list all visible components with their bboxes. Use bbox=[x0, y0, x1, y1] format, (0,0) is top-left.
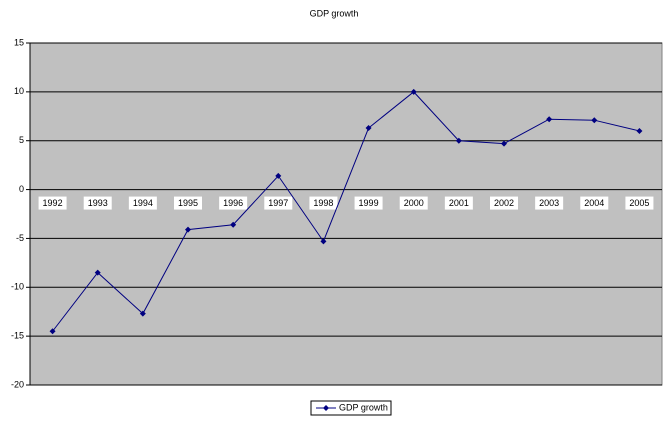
x-tick-label: 1997 bbox=[268, 198, 288, 208]
data-point bbox=[455, 137, 462, 144]
x-label-box bbox=[580, 196, 609, 210]
legend-marker bbox=[323, 405, 329, 411]
y-tick-label: 15 bbox=[14, 37, 24, 47]
x-tick-label: 1992 bbox=[43, 198, 63, 208]
data-point bbox=[185, 226, 191, 233]
x-tick-label: 2005 bbox=[629, 198, 649, 208]
y-tick-label: -15 bbox=[11, 331, 24, 341]
chart-title: GDP growth bbox=[310, 8, 359, 18]
x-label-box bbox=[83, 196, 112, 210]
series-line bbox=[52, 91, 640, 332]
x-tick-label: 1996 bbox=[223, 198, 243, 208]
x-label-box bbox=[399, 196, 428, 210]
x-tick-label: 2004 bbox=[584, 198, 604, 208]
x-label-box bbox=[490, 196, 518, 210]
data-point bbox=[94, 269, 101, 276]
x-label-box bbox=[128, 196, 157, 210]
x-tick-label: 2000 bbox=[404, 198, 424, 208]
x-label-box bbox=[174, 196, 202, 210]
x-tick-label: 1998 bbox=[313, 198, 333, 208]
data-point bbox=[320, 238, 327, 245]
x-tick-label: 1999 bbox=[359, 198, 379, 208]
data-point bbox=[275, 172, 282, 179]
x-label-box bbox=[38, 196, 67, 210]
data-point bbox=[546, 116, 553, 123]
x-label-box bbox=[264, 196, 293, 210]
x-label-box bbox=[309, 196, 338, 210]
data-point bbox=[501, 140, 507, 147]
legend-label: GDP growth bbox=[339, 402, 388, 412]
data-point bbox=[365, 125, 372, 132]
x-tick-label: 2001 bbox=[449, 198, 469, 208]
x-label-box bbox=[354, 196, 383, 210]
x-tick-label: 2002 bbox=[494, 198, 514, 208]
x-label-box bbox=[219, 196, 248, 210]
plot-area bbox=[29, 42, 663, 386]
data-point bbox=[410, 88, 417, 95]
y-tick-label: 5 bbox=[19, 135, 24, 145]
y-tick-label: 10 bbox=[14, 86, 24, 96]
y-tick-label: -10 bbox=[11, 282, 24, 292]
data-point bbox=[230, 221, 237, 228]
data-point bbox=[591, 117, 598, 124]
y-tick-label: 0 bbox=[19, 184, 24, 194]
data-point bbox=[636, 127, 643, 134]
x-label-box bbox=[625, 196, 654, 210]
x-tick-label: 1994 bbox=[133, 198, 153, 208]
x-tick-label: 1993 bbox=[88, 198, 108, 208]
x-label-box bbox=[444, 196, 473, 210]
x-tick-label: 2003 bbox=[539, 198, 559, 208]
x-label-box bbox=[535, 196, 564, 210]
y-tick-label: -20 bbox=[11, 379, 24, 389]
data-point bbox=[139, 310, 146, 317]
data-point bbox=[49, 328, 56, 335]
legend-box bbox=[310, 400, 392, 416]
y-tick-label: -5 bbox=[16, 233, 24, 243]
x-tick-label: 1995 bbox=[178, 198, 198, 208]
